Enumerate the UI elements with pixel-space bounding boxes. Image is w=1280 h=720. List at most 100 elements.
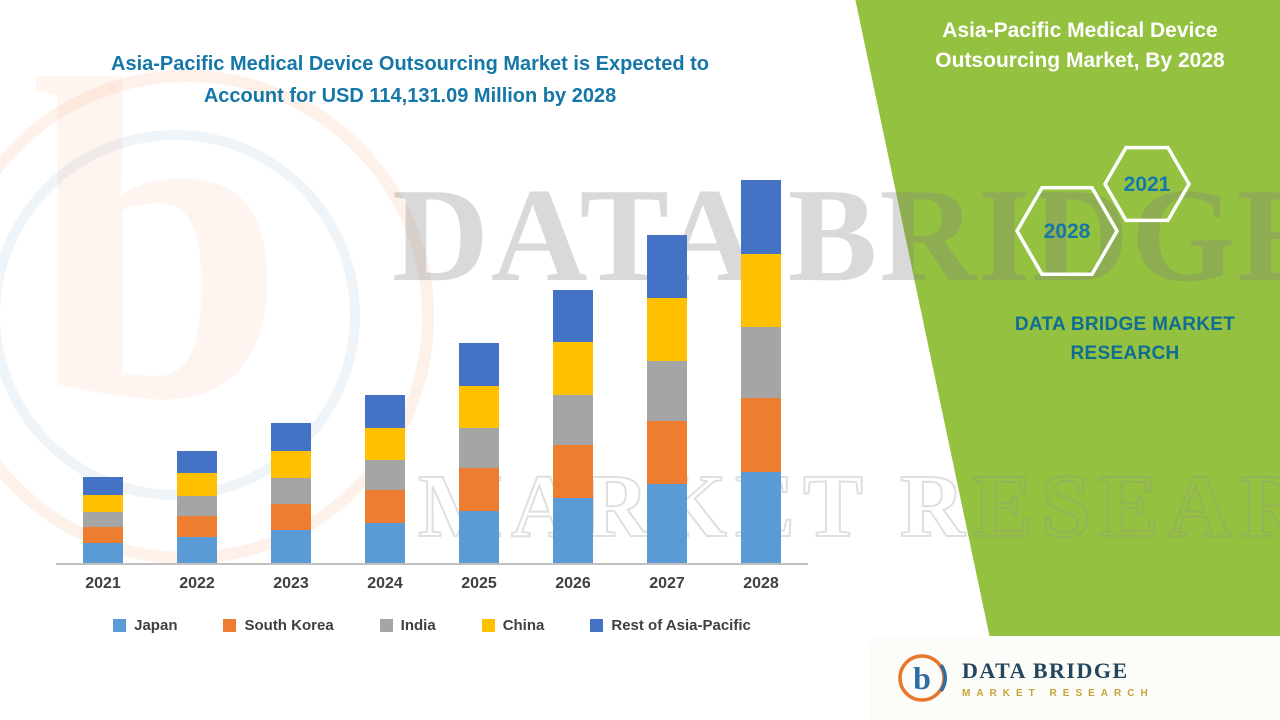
hex-year-2028: 2028 (1044, 220, 1091, 243)
side-panel-brand-caption: DATA BRIDGE MARKET RESEARCH (1014, 314, 1236, 365)
bar-segment-japan (365, 522, 405, 563)
stacked-bar-2027 (647, 234, 687, 563)
x-axis-label-2026: 2026 (555, 575, 591, 592)
legend-label: South Korea (244, 617, 334, 634)
bar-column-2021 (56, 160, 150, 563)
bar-segment-south-korea (271, 503, 311, 530)
x-axis-labels: 2021 2022 2023 2024 2025 2026 2027 2028 (56, 565, 808, 593)
side-panel-heading: Asia-Pacific Medical Device Outsourcing … (935, 19, 1225, 73)
data-bridge-logo-icon: b (898, 654, 947, 702)
x-axis-label-2021: 2021 (85, 575, 121, 592)
hexagon-2021-outline (1102, 145, 1192, 223)
footer-logo-band: b DATA BRIDGE MARKET RESEARCH (870, 636, 1280, 720)
bar-segment-china (271, 451, 311, 479)
bar-segment-rest-of-asia-pacific (459, 343, 499, 386)
watermark-text-line1: DATA BRIDGE (392, 161, 1280, 309)
x-axis-label-2027: 2027 (649, 575, 685, 592)
legend-item-india: India (379, 617, 436, 634)
bar-segment-india (177, 495, 217, 516)
chart-title-line1: Asia-Pacific Medical Device Outsourcing … (111, 53, 709, 75)
bar-segment-china (177, 473, 217, 496)
plot-area (56, 160, 808, 565)
footer-brand-tagline: MARKET RESEARCH (962, 687, 1154, 699)
bar-segment-rest-of-asia-pacific (365, 394, 405, 429)
chart-title-line2: Account for USD 114,131.09 Million by 20… (203, 85, 617, 107)
bar-column-2022 (150, 160, 244, 563)
bar-segment-india (553, 394, 593, 446)
bar-segment-japan (459, 510, 499, 563)
stacked-bar-2025 (459, 343, 499, 563)
bar-segment-china (459, 385, 499, 429)
bar-segment-japan (647, 484, 687, 563)
bar-segment-india (459, 428, 499, 469)
bar-segment-rest-of-asia-pacific (271, 423, 311, 452)
stacked-bar-chart: 2021 2022 2023 2024 2025 2026 2027 2028 Japan So… (56, 160, 808, 634)
bar-segment-south-korea (83, 526, 123, 543)
stacked-bar-2022 (177, 451, 217, 563)
svg-text:b: b (913, 660, 931, 696)
legend-label: Rest of Asia-Pacific (611, 617, 751, 634)
bar-segment-south-korea (365, 490, 405, 523)
bar-segment-japan (741, 472, 781, 563)
bar-segment-south-korea (459, 468, 499, 511)
watermark-logo-letter: b (30, 0, 286, 495)
legend-item-japan: Japan (113, 617, 177, 634)
legend-swatch (113, 619, 127, 632)
bar-segment-china (83, 494, 123, 512)
bar-segment-japan (177, 536, 217, 563)
stacked-bar-2021 (83, 477, 123, 563)
x-axis-label-2028: 2028 (743, 575, 779, 592)
legend-item-south-korea: South Korea (223, 617, 334, 634)
legend-label: India (400, 617, 436, 634)
legend-item-rest-of-asia-pacific: Rest of Asia-Pacific (590, 617, 751, 634)
stacked-bar-2028 (741, 179, 781, 563)
bar-segment-india (647, 360, 687, 421)
stacked-bar-2023 (271, 423, 311, 563)
x-axis-label-2024: 2024 (367, 575, 403, 592)
chart-title: Asia-Pacific Medical Device Outsourcing … (70, 48, 750, 112)
x-axis-label-2022: 2022 (179, 575, 215, 592)
bar-segment-india (741, 327, 781, 398)
bar-segment-china (365, 428, 405, 461)
bar-segment-china (553, 342, 593, 395)
bar-column-2023 (244, 160, 338, 563)
legend-item-china: China (481, 617, 545, 634)
bar-column-2028 (714, 160, 808, 563)
footer-logo-text: DATA BRIDGE MARKET RESEARCH (962, 658, 1154, 699)
bar-segment-india (83, 511, 123, 527)
legend-swatch (223, 619, 237, 632)
bar-segment-rest-of-asia-pacific (741, 179, 781, 254)
stacked-bar-2024 (365, 394, 405, 563)
bar-segment-south-korea (741, 397, 781, 473)
bar-segment-rest-of-asia-pacific (83, 477, 123, 495)
bar-segment-china (647, 298, 687, 361)
hex-year-2021: 2021 (1124, 173, 1171, 196)
hexagon-2028-outline (1014, 185, 1120, 277)
legend-swatch (590, 619, 604, 632)
bar-segment-rest-of-asia-pacific (553, 290, 593, 343)
year-hexagons: 2021 2028 (1014, 145, 1192, 277)
bar-segment-japan (553, 497, 593, 563)
footer-brand-name: DATA BRIDGE (962, 657, 1129, 683)
legend-label: China (502, 617, 545, 634)
x-axis-label-2023: 2023 (273, 575, 309, 592)
bar-segment-india (365, 460, 405, 491)
stacked-bar-2026 (553, 290, 593, 563)
bar-column-2025 (432, 160, 526, 563)
legend-swatch (379, 619, 393, 632)
bar-column-2027 (620, 160, 714, 563)
bar-segment-japan (83, 542, 123, 563)
chart-legend: Japan South Korea India China Rest of Asia-P… (56, 617, 808, 634)
bar-segment-china (741, 253, 781, 328)
bar-segment-india (271, 478, 311, 504)
bar-segment-japan (271, 529, 311, 563)
legend-swatch (481, 619, 495, 632)
bar-column-2026 (526, 160, 620, 563)
bar-column-2024 (338, 160, 432, 563)
bar-segment-south-korea (553, 445, 593, 498)
legend-label: Japan (134, 617, 178, 634)
x-axis-label-2025: 2025 (461, 575, 497, 592)
bar-segment-south-korea (177, 515, 217, 537)
bar-segment-rest-of-asia-pacific (647, 234, 687, 299)
